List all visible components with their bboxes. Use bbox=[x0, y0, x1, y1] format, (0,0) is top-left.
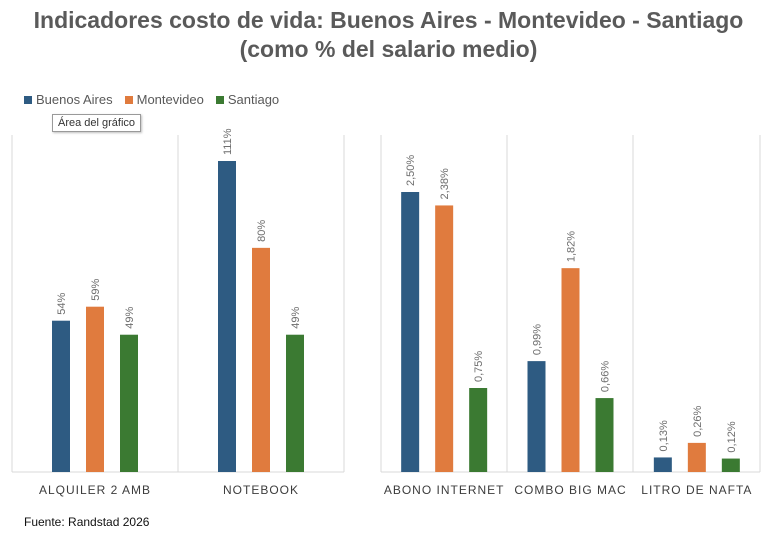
category-label: ABONO INTERNET bbox=[384, 483, 505, 497]
bar-santiago bbox=[595, 398, 614, 472]
data-label-montevideo: 0,26% bbox=[692, 405, 704, 436]
chart-panel-2: 2,50% 2,38% 0,75% ABONO INTERNET 0,99% 1,82% 0… bbox=[380, 135, 761, 497]
chart-title: Indicadores costo de vida: Buenos Aires … bbox=[0, 6, 777, 64]
legend-item-buenos-aires: Buenos Aires bbox=[24, 92, 113, 107]
bar-montevideo bbox=[561, 268, 580, 472]
category-label: ALQUILER 2 AMB bbox=[39, 483, 151, 497]
legend-label-montevideo: Montevideo bbox=[136, 92, 204, 107]
category-label: LITRO DE NAFTA bbox=[641, 483, 752, 497]
data-label-buenos-aires: 54% bbox=[56, 292, 68, 314]
bar-buenos-aires bbox=[653, 457, 672, 472]
legend-label-santiago: Santiago bbox=[227, 92, 280, 107]
bar-montevideo bbox=[86, 306, 104, 472]
data-label-buenos-aires: 111% bbox=[222, 128, 234, 155]
legend: Buenos Aires Montevideo Santiago bbox=[24, 92, 279, 107]
legend-item-santiago: Santiago bbox=[215, 92, 280, 107]
chart-panel-1: 54% 59% 49% ALQUILER 2 AMB 111% 80% 49% NOTEBOO… bbox=[11, 128, 345, 497]
bar-buenos-aires bbox=[52, 320, 70, 472]
data-label-montevideo: 2,38% bbox=[439, 168, 451, 199]
legend-label-buenos-aires: Buenos Aires bbox=[36, 92, 113, 107]
chart-area-tooltip: Área del gráfico bbox=[52, 114, 142, 132]
legend-swatch-montevideo bbox=[124, 95, 133, 104]
legend-swatch-santiago bbox=[215, 95, 224, 104]
data-label-montevideo: 59% bbox=[90, 278, 102, 300]
data-label-santiago: 0,75% bbox=[473, 351, 485, 382]
data-label-montevideo: 1,82% bbox=[566, 231, 578, 262]
title-line-1: Indicadores costo de vida: Buenos Aires … bbox=[33, 7, 744, 33]
legend-item-montevideo: Montevideo bbox=[124, 92, 204, 107]
data-label-buenos-aires: 0,13% bbox=[658, 420, 670, 451]
data-label-santiago: 49% bbox=[290, 306, 302, 328]
data-label-montevideo: 80% bbox=[256, 220, 268, 242]
data-label-santiago: 49% bbox=[124, 306, 136, 328]
data-label-santiago: 0,12% bbox=[726, 421, 738, 452]
bar-buenos-aires bbox=[218, 161, 236, 472]
bar-montevideo bbox=[687, 442, 706, 472]
category-label: COMBO BIG MAC bbox=[514, 483, 626, 497]
data-label-buenos-aires: 0,99% bbox=[532, 324, 544, 355]
bar-montevideo bbox=[435, 205, 454, 472]
bar-montevideo bbox=[252, 247, 270, 472]
bar-santiago bbox=[469, 388, 488, 472]
title-line-2: (como % del salario medio) bbox=[239, 36, 538, 62]
bar-santiago bbox=[721, 458, 740, 472]
legend-swatch-buenos-aires bbox=[24, 95, 32, 104]
category-label: NOTEBOOK bbox=[223, 483, 299, 497]
bar-buenos-aires bbox=[527, 361, 546, 472]
data-label-buenos-aires: 2,50% bbox=[405, 155, 417, 186]
data-label-santiago: 0,66% bbox=[600, 361, 612, 392]
bar-buenos-aires bbox=[401, 192, 420, 472]
bar-santiago bbox=[120, 334, 138, 472]
source-note: Fuente: Randstad 2026 bbox=[24, 515, 150, 529]
bar-santiago bbox=[286, 334, 304, 472]
